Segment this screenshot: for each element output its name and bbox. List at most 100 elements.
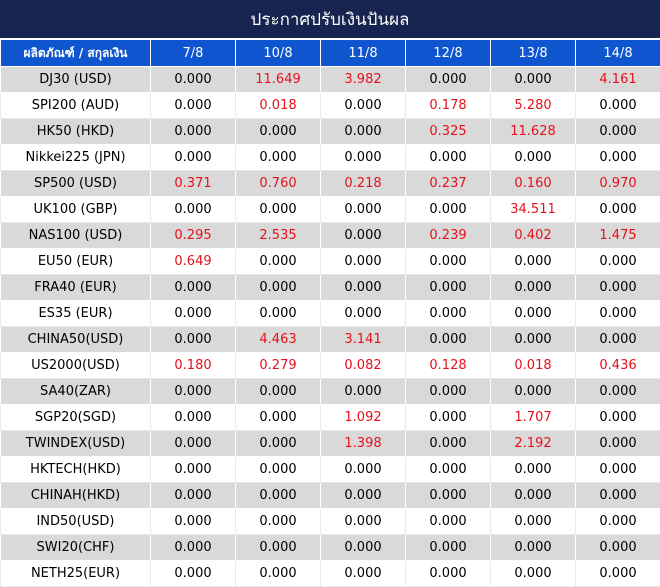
dividend-value-cell: 1.707: [490, 404, 576, 431]
dividend-value-cell: 4.463: [235, 326, 321, 353]
dividend-value-cell: 2.192: [490, 430, 576, 457]
dividend-value-cell: 0.000: [405, 482, 491, 509]
dividend-value-cell: 0.000: [320, 378, 406, 405]
dividend-value-cell: 0.000: [575, 430, 660, 457]
dividend-value-cell: 0.325: [405, 118, 491, 145]
column-header-date: 12/8: [405, 39, 491, 67]
dividend-value-cell: 0.000: [405, 196, 491, 223]
dividend-value-cell: 0.000: [490, 326, 576, 353]
dividend-value-cell: 0.000: [575, 508, 660, 535]
column-header-product: ผลิตภัณฑ์ / สกุลเงิน: [0, 39, 151, 67]
dividend-value-cell: 0.000: [490, 66, 576, 93]
dividend-value-cell: 0.000: [150, 456, 236, 483]
dividend-value-cell: 0.000: [490, 560, 576, 587]
dividend-value-cell: 0.000: [150, 144, 236, 171]
dividend-value-cell: 0.000: [490, 378, 576, 405]
dividend-value-cell: 0.000: [150, 274, 236, 301]
table-row: ES35 (EUR) 0.000 0.000 0.000 0.000 0.000 0.000: [0, 300, 660, 327]
product-cell: ES35 (EUR): [0, 300, 151, 327]
product-cell: CHINAH(HKD): [0, 482, 151, 509]
dividend-value-cell: 0.000: [235, 508, 321, 535]
dividend-value-cell: 0.000: [235, 248, 321, 275]
dividend-value-cell: 0.000: [235, 378, 321, 405]
dividend-value-cell: 0.000: [575, 560, 660, 587]
dividend-value-cell: 0.000: [490, 144, 576, 171]
dividend-table: ผลิตภัณฑ์ / สกุลเงิน 7/8 10/8 11/8 12/8 …: [0, 39, 660, 587]
dividend-value-cell: 0.000: [490, 300, 576, 327]
dividend-value-cell: 0.180: [150, 352, 236, 379]
table-row: SA40(ZAR) 0.000 0.000 0.000 0.000 0.000 0.000: [0, 378, 660, 405]
dividend-value-cell: 0.000: [235, 144, 321, 171]
product-cell: US2000(USD): [0, 352, 151, 379]
column-header-date: 14/8: [575, 39, 660, 67]
product-cell: NETH25(EUR): [0, 560, 151, 587]
dividend-value-cell: 0.082: [320, 352, 406, 379]
product-cell: HKTECH(HKD): [0, 456, 151, 483]
product-cell: SPI200 (AUD): [0, 92, 151, 119]
dividend-value-cell: 0.000: [575, 196, 660, 223]
dividend-value-cell: 0.000: [490, 456, 576, 483]
dividend-value-cell: 0.000: [575, 534, 660, 561]
dividend-value-cell: 0.000: [575, 144, 660, 171]
dividend-value-cell: 0.000: [235, 404, 321, 431]
dividend-value-cell: 0.000: [235, 482, 321, 509]
dividend-value-cell: 0.000: [320, 274, 406, 301]
dividend-value-cell: 0.000: [405, 534, 491, 561]
product-cell: SGP20(SGD): [0, 404, 151, 431]
dividend-value-cell: 0.000: [575, 378, 660, 405]
dividend-value-cell: 1.092: [320, 404, 406, 431]
product-cell: TWINDEX(USD): [0, 430, 151, 457]
dividend-value-cell: 0.000: [490, 508, 576, 535]
dividend-value-cell: 0.000: [405, 404, 491, 431]
table-row: DJ30 (USD) 0.000 11.649 3.982 0.000 0.000 4.16…: [0, 66, 660, 93]
dividend-value-cell: 0.218: [320, 170, 406, 197]
dividend-value-cell: 0.000: [150, 534, 236, 561]
column-header-date: 10/8: [235, 39, 321, 67]
dividend-value-cell: 0.000: [235, 196, 321, 223]
dividend-value-cell: 0.160: [490, 170, 576, 197]
dividend-value-cell: 0.000: [320, 560, 406, 587]
dividend-value-cell: 0.402: [490, 222, 576, 249]
table-row: IND50(USD) 0.000 0.000 0.000 0.000 0.000 0.000: [0, 508, 660, 535]
dividend-value-cell: 0.000: [235, 118, 321, 145]
dividend-value-cell: 0.436: [575, 352, 660, 379]
dividend-value-cell: 0.000: [320, 196, 406, 223]
dividend-value-cell: 0.000: [320, 534, 406, 561]
product-cell: SWI20(CHF): [0, 534, 151, 561]
dividend-value-cell: 2.535: [235, 222, 321, 249]
dividend-value-cell: 0.000: [150, 92, 236, 119]
product-cell: Nikkei225 (JPN): [0, 144, 151, 171]
dividend-value-cell: 0.000: [575, 300, 660, 327]
dividend-value-cell: 0.000: [405, 560, 491, 587]
table-row: NETH25(EUR) 0.000 0.000 0.000 0.000 0.000 0.00…: [0, 560, 660, 587]
table-row: CHINAH(HKD) 0.000 0.000 0.000 0.000 0.000 0.00…: [0, 482, 660, 509]
dividend-value-cell: 0.000: [320, 92, 406, 119]
dividend-value-cell: 0.000: [150, 560, 236, 587]
dividend-value-cell: 0.000: [150, 508, 236, 535]
dividend-value-cell: 5.280: [490, 92, 576, 119]
dividend-value-cell: 4.161: [575, 66, 660, 93]
dividend-value-cell: 0.000: [320, 482, 406, 509]
dividend-value-cell: 0.000: [405, 144, 491, 171]
table-row: CHINA50(USD) 0.000 4.463 3.141 0.000 0.000 0.0…: [0, 326, 660, 353]
page-title: ประกาศปรับเงินปันผล: [0, 0, 660, 38]
dividend-value-cell: 0.000: [320, 248, 406, 275]
table-row: FRA40 (EUR) 0.000 0.000 0.000 0.000 0.000 0.00…: [0, 274, 660, 301]
dividend-value-cell: 0.000: [490, 534, 576, 561]
dividend-value-cell: 3.982: [320, 66, 406, 93]
dividend-value-cell: 0.000: [150, 118, 236, 145]
table-row: EU50 (EUR) 0.649 0.000 0.000 0.000 0.000 0.000: [0, 248, 660, 275]
dividend-value-cell: 0.000: [490, 274, 576, 301]
dividend-value-cell: 0.000: [575, 326, 660, 353]
dividend-value-cell: 0.000: [575, 92, 660, 119]
dividend-value-cell: 0.000: [405, 430, 491, 457]
table-row: US2000(USD) 0.180 0.279 0.082 0.128 0.018 0.43…: [0, 352, 660, 379]
dividend-value-cell: 34.511: [490, 196, 576, 223]
product-cell: CHINA50(USD): [0, 326, 151, 353]
dividend-value-cell: 0.178: [405, 92, 491, 119]
dividend-value-cell: 0.000: [320, 118, 406, 145]
dividend-value-cell: 0.000: [150, 430, 236, 457]
dividend-value-cell: 0.000: [235, 560, 321, 587]
dividend-value-cell: 0.000: [150, 196, 236, 223]
dividend-value-cell: 0.000: [575, 118, 660, 145]
